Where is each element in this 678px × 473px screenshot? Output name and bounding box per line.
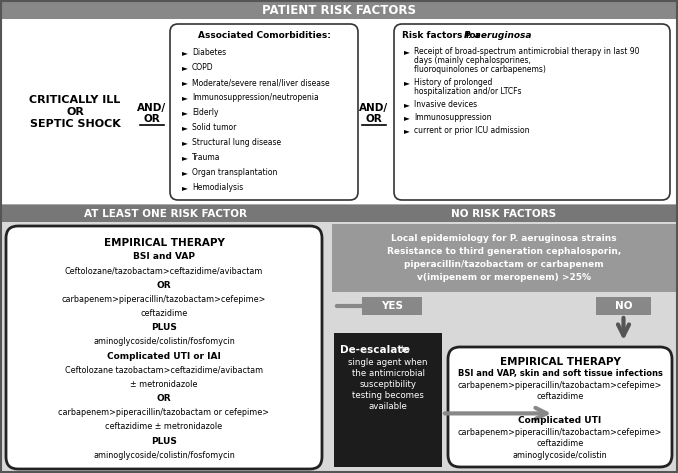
Text: carbapenem>piperacillin/tazobactam or cefepime>: carbapenem>piperacillin/tazobactam or ce… [58, 408, 269, 417]
Text: aminoglycoside/colistin/fosfomycin: aminoglycoside/colistin/fosfomycin [93, 451, 235, 460]
Text: current or prior ICU admission: current or prior ICU admission [414, 126, 530, 135]
Text: Ceftolozane tazobactam>ceftazidime/avibactam: Ceftolozane tazobactam>ceftazidime/aviba… [65, 366, 263, 375]
Text: hospitalization and/or LTCFs: hospitalization and/or LTCFs [414, 87, 521, 96]
Text: BSI and VAP, skin and soft tissue infections: BSI and VAP, skin and soft tissue infect… [458, 369, 662, 378]
Text: ►: ► [404, 113, 410, 122]
Text: days (mainly cephalosporines,: days (mainly cephalosporines, [414, 56, 531, 65]
Text: ►: ► [182, 168, 188, 177]
Text: PATIENT RISK FACTORS: PATIENT RISK FACTORS [262, 3, 416, 17]
Text: OR: OR [365, 114, 382, 124]
Text: ►: ► [182, 138, 188, 147]
Bar [1, 222, 677, 471]
Text: Organ transplantation: Organ transplantation [192, 168, 277, 177]
Text: OR: OR [144, 114, 161, 124]
Text: ►: ► [182, 93, 188, 102]
Text: ►: ► [404, 78, 410, 87]
Bar [1, 204, 677, 205]
Text: ►: ► [182, 63, 188, 72]
Text: Moderate/severe renal/liver disease: Moderate/severe renal/liver disease [192, 78, 330, 87]
Text: PLUS: PLUS [151, 323, 177, 332]
Text: ± metronidazole: ± metronidazole [130, 380, 198, 389]
FancyBboxPatch shape [448, 347, 672, 467]
Text: ►: ► [182, 48, 188, 57]
Text: to: to [398, 345, 410, 354]
FancyBboxPatch shape [394, 24, 670, 200]
Bar [1, 1, 677, 19]
Text: ceftazidime: ceftazidime [536, 439, 584, 448]
Text: Risk factors for: Risk factors for [402, 30, 483, 40]
Text: piperacillin/tazobactam or carbapenem: piperacillin/tazobactam or carbapenem [404, 260, 604, 269]
Text: carbapenem>piperacillin/tazobactam>cefepime>: carbapenem>piperacillin/tazobactam>cefep… [458, 381, 662, 390]
Text: the antimicrobial: the antimicrobial [351, 369, 424, 378]
Text: susceptibility: susceptibility [359, 380, 416, 389]
Text: Elderly: Elderly [192, 108, 218, 117]
Text: Complicated UTI or IAI: Complicated UTI or IAI [107, 351, 221, 360]
Bar [596, 297, 651, 315]
Text: Diabetes: Diabetes [192, 48, 226, 57]
Text: History of prolonged: History of prolonged [414, 78, 492, 87]
Text: OR: OR [157, 394, 172, 403]
Text: ►: ► [182, 183, 188, 192]
Text: YES: YES [381, 301, 403, 311]
Text: aminoglycoside/colistin/fosfomycin: aminoglycoside/colistin/fosfomycin [93, 337, 235, 346]
Text: De-escalate: De-escalate [340, 345, 410, 355]
Text: Complicated UTI: Complicated UTI [519, 416, 601, 425]
Text: NO: NO [615, 301, 633, 311]
Text: BSI and VAP: BSI and VAP [133, 252, 195, 261]
Text: available: available [369, 402, 407, 411]
Text: CRITICALLY ILL
OR
SEPTIC SHOCK: CRITICALLY ILL OR SEPTIC SHOCK [29, 96, 121, 129]
Text: carbapenem>piperacillin/tazobactam>cefepime>: carbapenem>piperacillin/tazobactam>cefep… [458, 428, 662, 437]
Text: Local epidemiology for P. aeruginosa strains: Local epidemiology for P. aeruginosa str… [391, 234, 617, 243]
Text: ►: ► [404, 47, 410, 56]
Text: NO RISK FACTORS: NO RISK FACTORS [452, 209, 557, 219]
Text: P. aeruginosa: P. aeruginosa [464, 30, 532, 40]
Bar [1, 205, 330, 222]
Text: Hemodialysis: Hemodialysis [192, 183, 243, 192]
Text: PLUS: PLUS [151, 437, 177, 446]
Text: carbapenem>piperacillin/tazobactam>cefepime>: carbapenem>piperacillin/tazobactam>cefep… [62, 295, 266, 304]
Text: ceftazidime ± metronidazole: ceftazidime ± metronidazole [106, 422, 222, 431]
Text: Trauma: Trauma [192, 153, 220, 162]
Text: fluoroquinolones or carbapenems): fluoroquinolones or carbapenems) [414, 65, 546, 74]
Text: AND/: AND/ [359, 103, 388, 113]
FancyBboxPatch shape [6, 226, 322, 469]
Text: AND/: AND/ [138, 103, 167, 113]
Text: single agent when: single agent when [348, 358, 428, 367]
Text: AT LEAST ONE RISK FACTOR: AT LEAST ONE RISK FACTOR [83, 209, 247, 219]
Text: Solid tumor: Solid tumor [192, 123, 237, 132]
Text: EMPIRICAL THERAPY: EMPIRICAL THERAPY [500, 357, 620, 367]
Text: ceftazidime: ceftazidime [140, 309, 188, 318]
Text: testing becomes: testing becomes [352, 391, 424, 400]
Text: EMPIRICAL THERAPY: EMPIRICAL THERAPY [104, 238, 224, 248]
Text: ►: ► [182, 123, 188, 132]
Text: OR: OR [157, 280, 172, 289]
FancyBboxPatch shape [170, 24, 358, 200]
Text: Invasive devices: Invasive devices [414, 100, 477, 109]
Text: ►: ► [182, 153, 188, 162]
Text: Associated Comorbidities:: Associated Comorbidities: [197, 30, 330, 40]
Text: Structural lung disease: Structural lung disease [192, 138, 281, 147]
Text: aminoglycoside/colistin: aminoglycoside/colistin [513, 451, 607, 460]
Bar [332, 224, 676, 292]
Bar [1, 19, 677, 205]
Text: COPD: COPD [192, 63, 214, 72]
Text: Resistance to third generation cephalosporin,: Resistance to third generation cephalosp… [387, 247, 621, 256]
Bar [362, 297, 422, 315]
Text: Immunosuppression: Immunosuppression [414, 113, 492, 122]
Bar [330, 205, 677, 222]
Text: ceftazidime: ceftazidime [536, 392, 584, 401]
Text: ►: ► [182, 78, 188, 87]
Text: Ceftolozane/tazobactam>ceftazidime/avibactam: Ceftolozane/tazobactam>ceftazidime/aviba… [65, 266, 263, 275]
Bar [334, 333, 442, 467]
Text: Receipt of broad-spectrum antimicrobial therapy in last 90: Receipt of broad-spectrum antimicrobial … [414, 47, 639, 56]
Text: ►: ► [182, 108, 188, 117]
Text: ►: ► [404, 126, 410, 135]
Text: Immunosuppression/neutropenia: Immunosuppression/neutropenia [192, 93, 319, 102]
Text: v(imipenem or meropenem) >25%: v(imipenem or meropenem) >25% [417, 273, 591, 282]
Text: ►: ► [404, 100, 410, 109]
